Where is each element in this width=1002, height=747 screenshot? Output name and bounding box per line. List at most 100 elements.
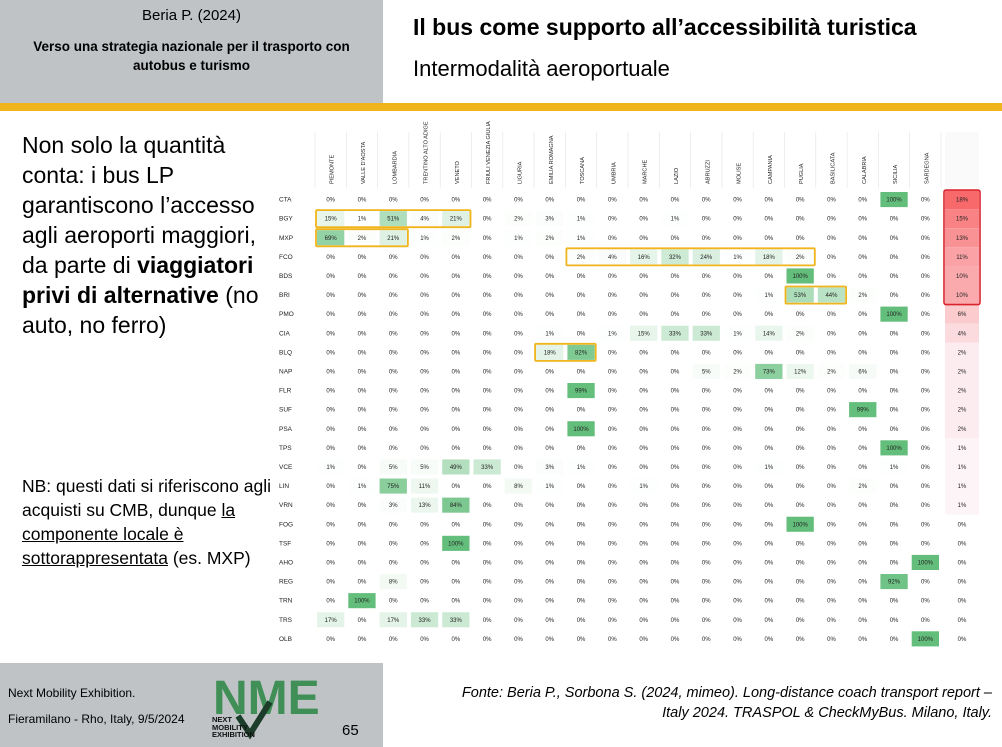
cell-value: 0% xyxy=(796,312,805,318)
heat-cell xyxy=(473,459,501,475)
heat-cell xyxy=(786,325,814,341)
cell-value: 0% xyxy=(921,236,930,242)
heat-cell xyxy=(661,211,689,227)
heat-cell xyxy=(755,459,783,475)
cell-value: 0% xyxy=(420,198,429,204)
heat-cell xyxy=(504,230,533,246)
cell-value: 0% xyxy=(452,637,461,643)
heat-cell xyxy=(692,363,720,379)
cell-value: 0% xyxy=(389,293,398,299)
cell-value: 0% xyxy=(921,522,930,528)
row-label: LIN xyxy=(279,483,289,490)
cell-value: 8% xyxy=(389,580,398,586)
share-value: 0% xyxy=(958,580,967,586)
cell-value: 1% xyxy=(420,236,429,242)
cell-value: 0% xyxy=(483,198,492,204)
cell-value: 0% xyxy=(702,446,711,452)
column-header: FRIULI VENEZIA GIULIA xyxy=(486,121,492,184)
cell-value: 11% xyxy=(419,484,431,490)
cell-value: 0% xyxy=(796,541,805,547)
cell-value: 0% xyxy=(858,637,867,643)
cell-value: 0% xyxy=(921,198,930,204)
cell-value: 0% xyxy=(671,503,680,509)
cell-value: 0% xyxy=(420,293,429,299)
cell-value: 0% xyxy=(389,427,398,433)
cell-value: 4% xyxy=(420,217,429,223)
cell-value: 0% xyxy=(671,389,680,395)
cell-value: 0% xyxy=(577,446,586,452)
cell-value: 0% xyxy=(827,274,836,280)
heat-cell xyxy=(786,268,814,284)
cell-value: 0% xyxy=(671,350,680,356)
cell-value: 0% xyxy=(577,331,586,337)
row-label: NAP xyxy=(279,368,292,375)
cell-value: 0% xyxy=(608,465,617,471)
cell-value: 0% xyxy=(483,580,492,586)
cell-value: 100% xyxy=(792,522,808,528)
cell-value: 0% xyxy=(514,560,523,566)
cell-value: 3% xyxy=(545,217,554,223)
cell-value: 0% xyxy=(858,236,867,242)
heat-cell xyxy=(536,344,564,360)
cell-value: 0% xyxy=(639,236,648,242)
cell-value: 0% xyxy=(452,198,461,204)
cell-value: 0% xyxy=(483,369,492,375)
cell-value: 5% xyxy=(389,465,398,471)
cell-value: 0% xyxy=(702,522,711,528)
cell-value: 0% xyxy=(765,427,774,433)
cell-value: 0% xyxy=(326,599,335,605)
cell-value: 0% xyxy=(358,198,367,204)
column-header: LAZIO xyxy=(674,167,680,184)
cell-value: 0% xyxy=(483,560,492,566)
cell-value: 0% xyxy=(452,580,461,586)
share-cell xyxy=(945,247,979,267)
cell-value: 0% xyxy=(639,465,648,471)
row-label: BRI xyxy=(279,292,290,299)
cell-value: 0% xyxy=(389,637,398,643)
cell-value: 0% xyxy=(326,503,335,509)
cell-value: 0% xyxy=(796,446,805,452)
cell-value: 0% xyxy=(483,312,492,318)
column-header: TRENTINO ALTO ADIGE xyxy=(424,121,430,184)
cell-value: 1% xyxy=(358,484,367,490)
cell-value: 2% xyxy=(358,236,367,242)
cell-value: 1% xyxy=(514,236,523,242)
cell-value: 0% xyxy=(921,389,930,395)
cell-value: 0% xyxy=(326,389,335,395)
cell-value: 0% xyxy=(608,560,617,566)
cell-value: 0% xyxy=(765,312,774,318)
cell-value: 0% xyxy=(890,408,899,414)
cell-value: 0% xyxy=(358,293,367,299)
cell-value: 0% xyxy=(858,503,867,509)
heat-cell xyxy=(442,230,470,246)
cell-value: 0% xyxy=(733,217,742,223)
cell-value: 0% xyxy=(514,274,523,280)
heat-cell xyxy=(348,478,376,494)
cell-value: 0% xyxy=(483,522,492,528)
cell-value: 0% xyxy=(921,312,930,318)
cell-value: 0% xyxy=(921,446,930,452)
cell-value: 0% xyxy=(702,236,711,242)
cell-value: 0% xyxy=(389,446,398,452)
cell-value: 0% xyxy=(389,255,398,261)
cell-value: 0% xyxy=(389,369,398,375)
cell-value: 0% xyxy=(358,541,367,547)
cell-value: 33% xyxy=(481,465,494,471)
cell-value: 100% xyxy=(573,427,589,433)
note-underlined: la componente locale è sottorappresentat… xyxy=(22,500,236,568)
heat-cell xyxy=(348,593,376,609)
cell-value: 0% xyxy=(326,255,335,261)
cell-value: 0% xyxy=(733,236,742,242)
heat-cell xyxy=(567,459,595,475)
heat-cell xyxy=(880,459,908,475)
cell-value: 0% xyxy=(733,408,742,414)
cell-value: 0% xyxy=(890,541,899,547)
share-highlight-box xyxy=(943,189,981,306)
column-header: VALLE D'AOSTA xyxy=(361,142,367,184)
cell-value: 0% xyxy=(514,350,523,356)
cell-value: 0% xyxy=(858,618,867,624)
footer-exhibition: Next Mobility Exhibition. xyxy=(8,686,136,700)
cell-value: 0% xyxy=(702,389,711,395)
cell-value: 0% xyxy=(890,427,899,433)
cell-value: 0% xyxy=(452,350,461,356)
